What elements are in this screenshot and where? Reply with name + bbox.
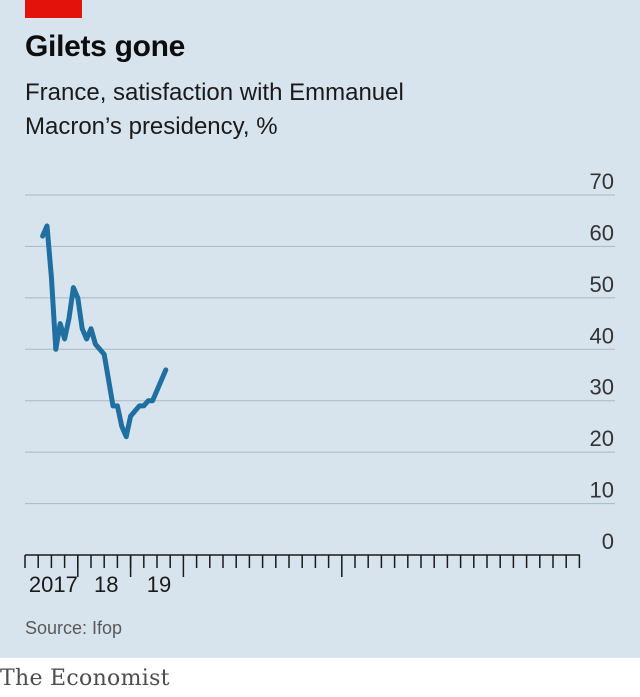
source-note: Source: Ifop bbox=[25, 618, 123, 638]
x-tick-label-2017: 2017 bbox=[29, 572, 78, 597]
chart-panel bbox=[0, 0, 640, 658]
y-tick-label-10: 10 bbox=[590, 478, 614, 503]
y-tick-label-30: 30 bbox=[590, 375, 614, 400]
y-tick-label-0: 0 bbox=[602, 529, 614, 554]
chart-subtitle-line-2: Macron’s presidency, % bbox=[25, 113, 278, 140]
y-tick-label-70: 70 bbox=[590, 169, 614, 194]
y-tick-label-20: 20 bbox=[590, 426, 614, 451]
x-axis: 2017 18 19 bbox=[24, 554, 581, 597]
series-layer bbox=[40, 223, 169, 440]
gridlines bbox=[25, 194, 615, 505]
chart-subtitle: France, satisfaction with Emmanuel Macro… bbox=[25, 76, 505, 144]
series-line-0 bbox=[40, 223, 169, 440]
y-tick-label-50: 50 bbox=[590, 272, 614, 297]
brand-logo-text: The Economist bbox=[0, 666, 170, 691]
x-tick-label-18: 18 bbox=[94, 572, 118, 597]
x-tick-label-19: 19 bbox=[147, 572, 171, 597]
y-axis-tick-labels: 0 10 20 30 40 50 60 70 bbox=[590, 169, 614, 554]
y-tick-label-60: 60 bbox=[590, 220, 614, 245]
chart-title: Gilets gone bbox=[25, 30, 186, 63]
y-tick-label-40: 40 bbox=[590, 323, 614, 348]
brand-red-tag bbox=[25, 0, 82, 18]
line-chart: 0 10 20 30 40 50 60 70 2017 18 19 bbox=[24, 169, 615, 597]
chart-subtitle-line-1: France, satisfaction with Emmanuel bbox=[25, 79, 404, 106]
